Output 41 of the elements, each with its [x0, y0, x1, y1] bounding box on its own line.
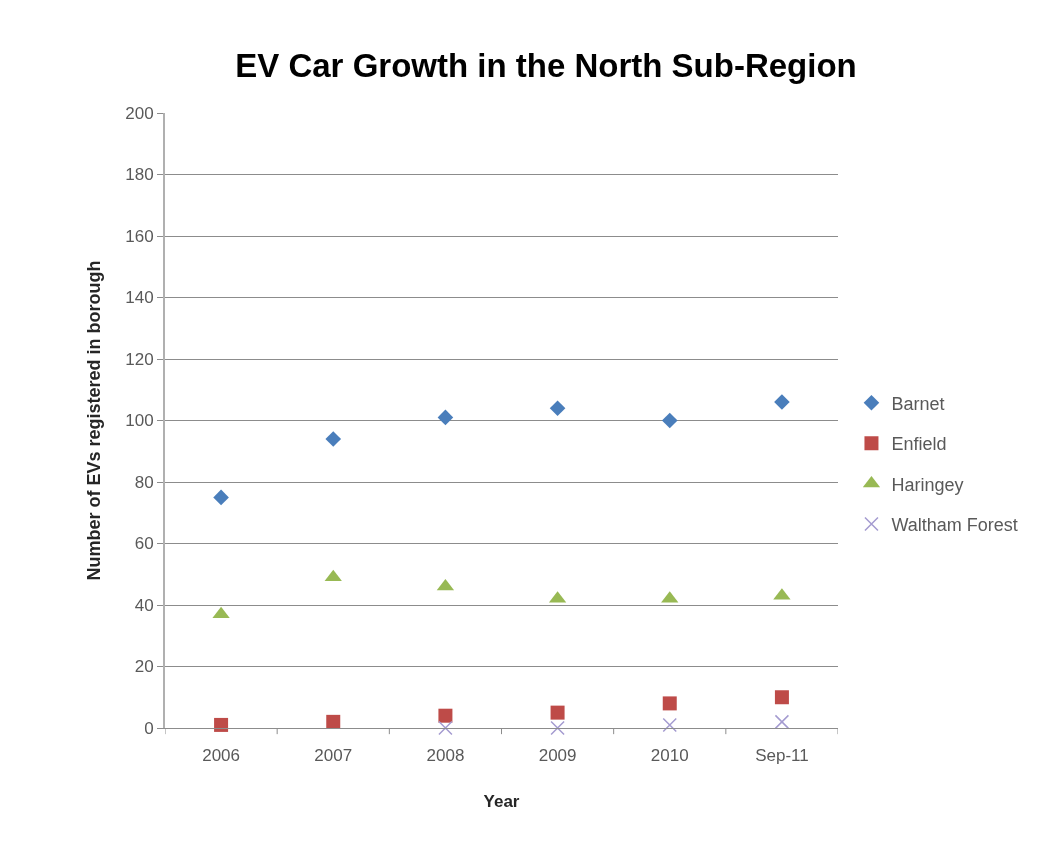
- y-tick-label: 20: [134, 657, 154, 677]
- legend-label: Barnet: [891, 393, 945, 414]
- point: [437, 409, 454, 426]
- chart-title: EV Car Growth in the North Sub-Region: [235, 46, 857, 84]
- y-tick-label: 0: [144, 718, 154, 738]
- y-tick-label: 60: [134, 534, 154, 554]
- point: [774, 690, 789, 705]
- y-tick-label: 140: [125, 288, 154, 308]
- point: [774, 714, 790, 730]
- point: [662, 696, 677, 711]
- point: [550, 720, 565, 736]
- point: [438, 708, 453, 723]
- point: [324, 569, 342, 582]
- y-tick-label: 100: [125, 411, 154, 431]
- legend-label: Enfield: [891, 434, 947, 455]
- point: [326, 714, 341, 729]
- y-tick-label: 180: [125, 165, 154, 185]
- y-tick-label: 200: [125, 103, 154, 123]
- x-tick-label: 2009: [538, 746, 577, 766]
- legend-label: Haringey: [891, 474, 964, 495]
- y-tick-label: 120: [125, 349, 154, 369]
- y-axis-title: Number of EVs registered in borough: [83, 260, 104, 581]
- y-tick-label: 160: [125, 226, 154, 246]
- x-tick-label: 2006: [202, 746, 240, 766]
- point: [774, 394, 790, 410]
- point: [662, 717, 677, 733]
- point: [438, 720, 453, 736]
- x-tick-label: 2010: [650, 746, 689, 766]
- x-tick-label: 2007: [314, 746, 353, 766]
- x-axis-title: Year: [483, 791, 520, 811]
- legend-label: Waltham Forest: [891, 514, 1018, 535]
- point: [550, 705, 565, 720]
- point: [661, 412, 678, 429]
- y-tick-label: 40: [134, 595, 154, 615]
- y-tick-label: 80: [134, 472, 154, 492]
- point: [549, 400, 566, 416]
- x-tick-label: Sep-11: [755, 746, 809, 766]
- point: [325, 431, 342, 447]
- point: [214, 717, 229, 732]
- point: [213, 489, 229, 506]
- x-tick-label: 2008: [426, 746, 465, 766]
